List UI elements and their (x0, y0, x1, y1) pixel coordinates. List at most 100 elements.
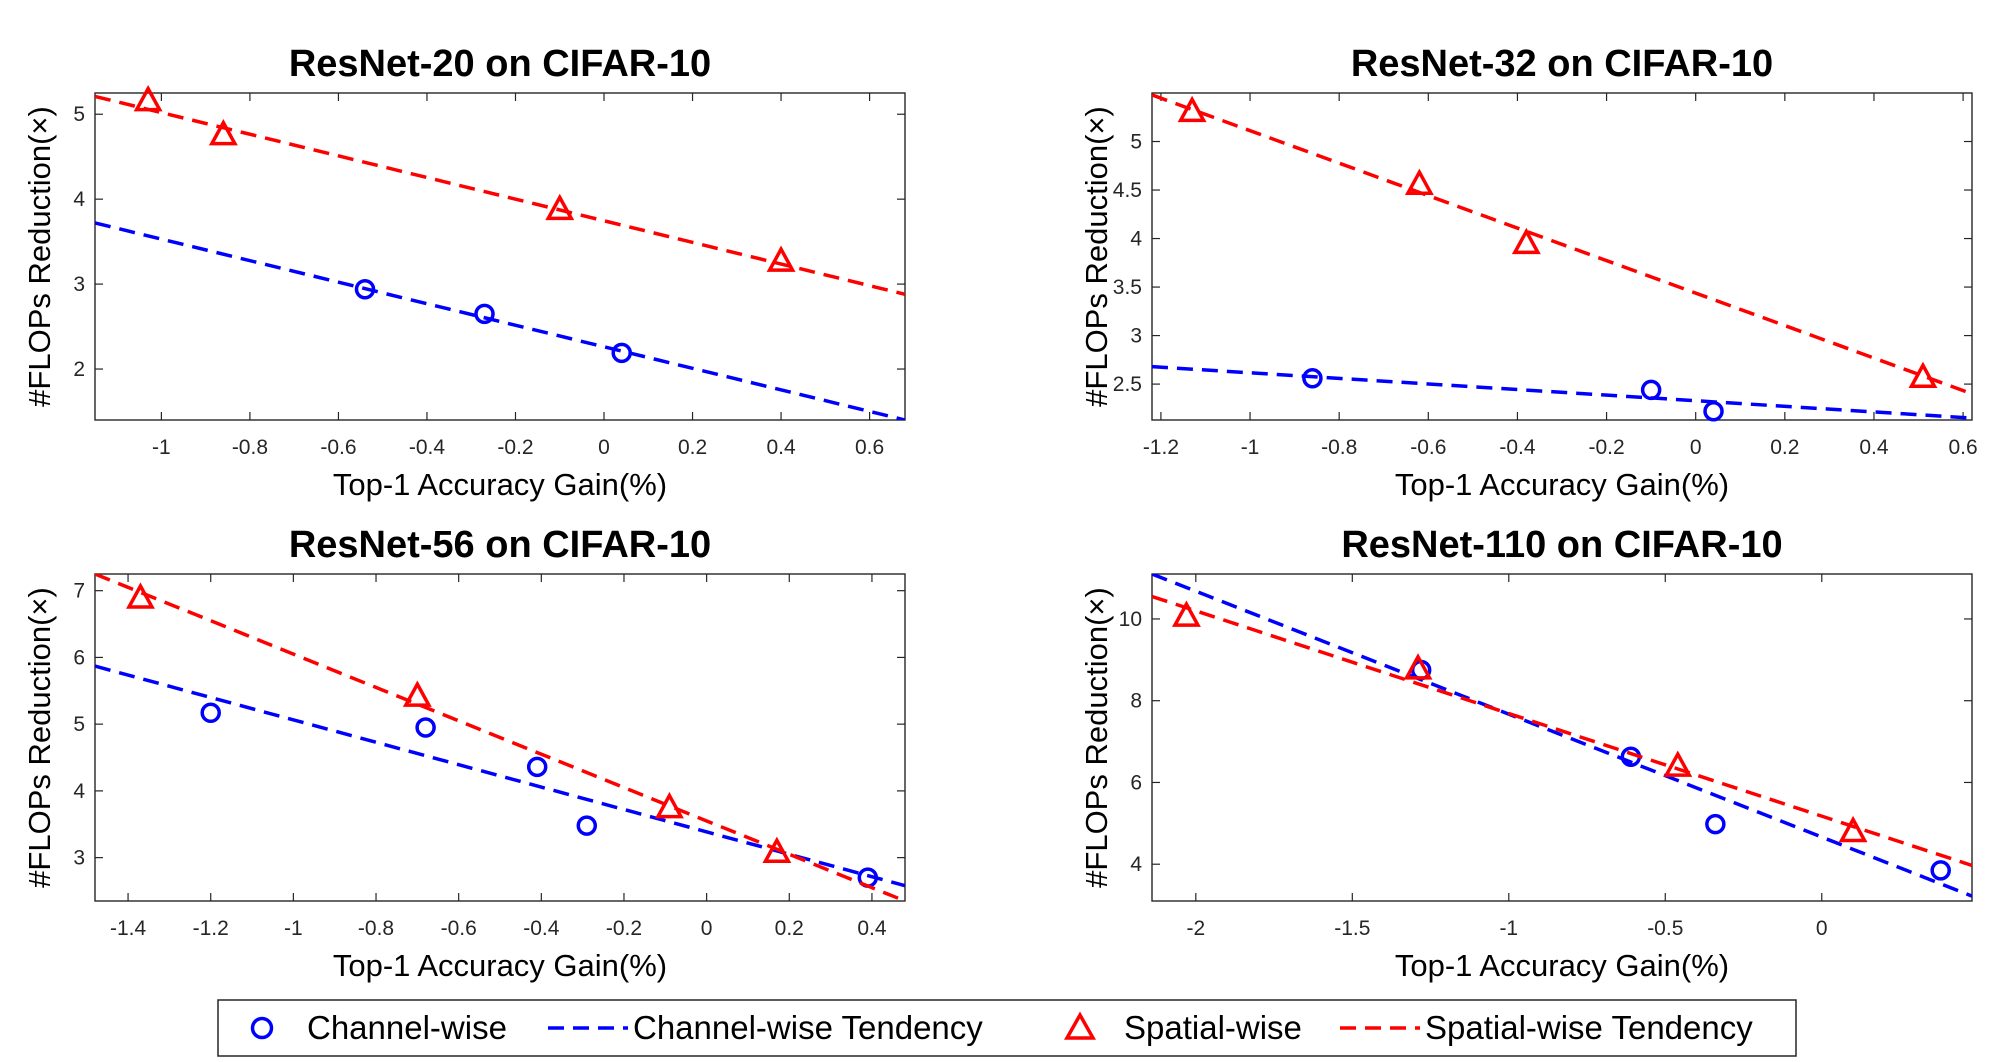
x-tick-label: 0 (1690, 436, 1702, 459)
x-tick-label: 0.4 (1859, 436, 1889, 459)
spatial-point (1403, 653, 1433, 680)
panels: ResNet-20 on CIFAR-10 -1 -0.8 -0.6 -0.4 -0.2 0… (22, 43, 1978, 983)
channel-point (200, 702, 221, 724)
panel-3: ResNet-56 on CIFAR-10 -1.4 -1.2 -1 -0.8 -0.6 -… (22, 524, 906, 983)
y-tick-label: 4 (73, 780, 85, 803)
x-tick-label: -0.4 (523, 917, 560, 940)
y-axis-label: #FLOPs Reduction(×) (1079, 106, 1114, 407)
chart-title: ResNet-56 on CIFAR-10 (289, 524, 711, 566)
channel-trend-line (95, 664, 905, 888)
legend: Channel-wise Channel-wise Tendency Spati… (217, 999, 1797, 1057)
channel-point (415, 717, 436, 738)
spatial-point (1171, 600, 1201, 627)
x-tick-label: 0 (1816, 917, 1828, 940)
legend-channel-trend-label: Channel-wise Tendency (633, 1009, 983, 1046)
x-tick-label: -1.2 (1143, 436, 1179, 459)
x-tick-label: -0.6 (441, 917, 477, 940)
y-tick-label: 2.5 (1113, 373, 1142, 396)
channel-point (354, 278, 376, 300)
channel-trend-line (1152, 364, 1972, 420)
y-tick-label: 5 (1130, 131, 1142, 154)
plot-area (1151, 92, 1973, 421)
y-tick-label: 4.5 (1113, 179, 1142, 202)
spatial-point (208, 118, 238, 146)
spatial-point (762, 836, 792, 864)
spatial-point (1663, 750, 1693, 777)
y-tick-label: 5 (73, 103, 85, 126)
channel-trend-line (1152, 574, 1972, 898)
spatial-point (126, 582, 155, 609)
legend-spatial-label: Spatial-wise (1124, 1009, 1302, 1046)
y-tick-label: 3 (1130, 325, 1142, 348)
x-tick-label: -0.8 (358, 917, 394, 940)
x-tick-label: -1 (152, 436, 171, 459)
x-tick-label: 0.2 (775, 917, 804, 940)
y-tick-label: 4 (1130, 853, 1142, 876)
spatial-point (545, 193, 575, 221)
x-tick-label: -0.2 (1588, 436, 1624, 459)
x-tick-label: -1 (284, 917, 303, 940)
legend-box (217, 999, 1797, 1057)
y-tick-label: 7 (73, 580, 85, 603)
spatial-trend-line (1152, 93, 1972, 396)
y-tick-label: 4 (73, 188, 85, 211)
y-tick-label: 3.5 (1113, 276, 1142, 299)
plot-area (1151, 573, 1973, 902)
y-axis-label: #FLOPs Reduction(×) (1079, 587, 1114, 888)
x-axis-label: Top-1 Accuracy Gain(%) (1395, 948, 1729, 983)
x-tick-label: 0.2 (678, 436, 707, 459)
spatial-point (1511, 227, 1541, 255)
legend-spatial-marker (1064, 1011, 1096, 1040)
x-tick-label: -2 (1186, 917, 1205, 940)
spatial-trend-line (95, 574, 905, 901)
x-tick-label: 0.4 (766, 436, 796, 459)
y-axis-label: #FLOPs Reduction(×) (22, 106, 57, 407)
channel-point (1930, 860, 1951, 881)
legend-channel-label: Channel-wise (307, 1009, 507, 1046)
panel-1: ResNet-20 on CIFAR-10 -1 -0.8 -0.6 -0.4 -0.2 0… (22, 43, 906, 502)
y-axis-label: #FLOPs Reduction(×) (22, 587, 57, 888)
panel-2: ResNet-32 on CIFAR-10 -1.2 -1 -0.8 -0.6 -0.4 -… (1079, 43, 1978, 502)
spatial-point (402, 680, 432, 707)
y-tick-label: 4 (1130, 228, 1142, 251)
x-axis-label: Top-1 Accuracy Gain(%) (333, 948, 667, 983)
x-tick-label: -0.5 (1647, 917, 1683, 940)
y-tick-label: 8 (1130, 690, 1142, 713)
x-tick-label: -0.8 (1321, 436, 1357, 459)
x-tick-label: -1.4 (110, 917, 147, 940)
x-tick-label: -0.2 (606, 917, 642, 940)
x-tick-label: -0.4 (1499, 436, 1536, 459)
channel-point (526, 756, 548, 778)
legend-channel-marker (250, 1016, 274, 1040)
spatial-point (133, 85, 163, 112)
channel-trend-line (95, 221, 905, 420)
x-tick-label: 0 (701, 917, 713, 940)
legend-spatial-trend-label: Spatial-wise Tendency (1425, 1009, 1753, 1046)
x-tick-label: 0.6 (855, 436, 884, 459)
x-tick-label: -1.2 (193, 917, 229, 940)
chart-title: ResNet-110 on CIFAR-10 (1341, 524, 1782, 566)
x-tick-label: -0.8 (232, 436, 268, 459)
x-tick-label: -1 (1241, 436, 1260, 459)
spatial-point (1177, 95, 1207, 123)
x-tick-label: -0.6 (1410, 436, 1446, 459)
y-tick-label: 2 (73, 358, 85, 381)
y-tick-label: 10 (1119, 608, 1142, 631)
chart-title: ResNet-32 on CIFAR-10 (1351, 43, 1773, 85)
channel-point (1705, 813, 1726, 835)
x-tick-label: -0.4 (409, 436, 446, 459)
x-tick-label: -1.5 (1334, 917, 1370, 940)
channel-point (611, 342, 632, 364)
x-axis-label: Top-1 Accuracy Gain(%) (333, 467, 667, 502)
x-tick-label: 0 (598, 436, 610, 459)
spatial-point (766, 245, 796, 272)
channel-point (1302, 368, 1323, 389)
channel-point (1640, 379, 1662, 401)
x-tick-label: 0.6 (1948, 436, 1977, 459)
spatial-trend-line (1152, 594, 1972, 868)
y-tick-label: 6 (73, 646, 85, 669)
chart-title: ResNet-20 on CIFAR-10 (289, 43, 711, 85)
x-tick-label: 0.4 (857, 917, 887, 940)
spatial-trend-line (95, 94, 905, 296)
channel-point (1703, 401, 1724, 422)
